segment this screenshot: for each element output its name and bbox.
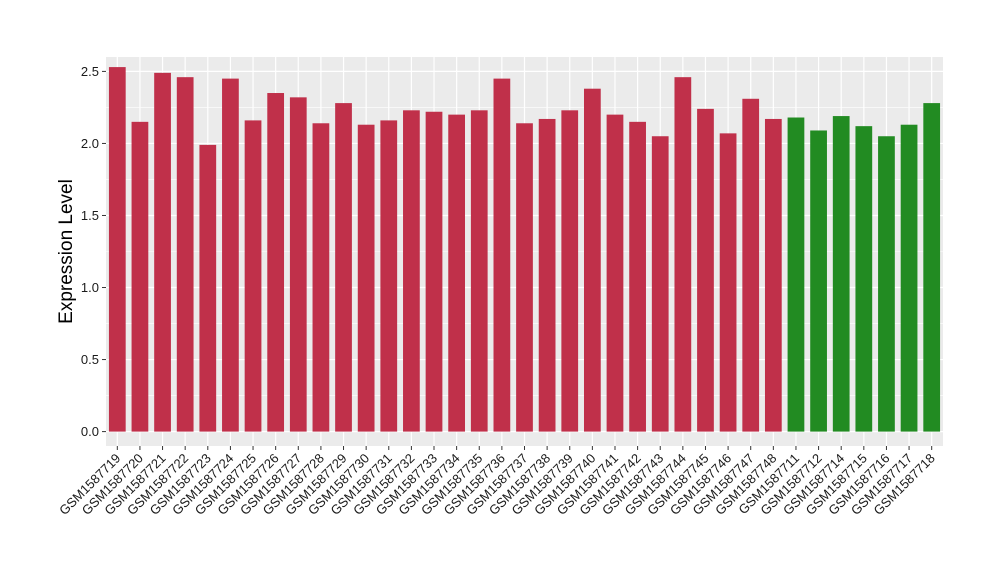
- bar-GSM1587744: [674, 77, 692, 432]
- y-axis-title: Expression Level: [56, 179, 77, 324]
- bar-GSM1587747: [742, 98, 760, 432]
- bar-GSM1587731: [380, 120, 398, 432]
- bar-GSM1587733: [425, 111, 443, 432]
- bar-GSM1587728: [312, 123, 330, 432]
- bar-GSM1587725: [244, 120, 262, 432]
- bar-GSM1587717: [900, 124, 918, 432]
- bar-GSM1587745: [697, 108, 714, 432]
- y-tick-label: 1.5: [81, 208, 99, 223]
- bar-GSM1587712: [810, 130, 827, 432]
- bars: [108, 67, 941, 432]
- bar-GSM1587726: [267, 93, 285, 432]
- y-axis: 0.0 0.5 1.0 1.5 2.0 2.5: [81, 64, 106, 439]
- bar-GSM1587732: [403, 110, 420, 432]
- y-tick-label: 0.0: [81, 424, 99, 439]
- y-tick-label: 2.0: [81, 136, 99, 151]
- bar-GSM1587738: [538, 118, 556, 432]
- bar-GSM1587721: [154, 72, 171, 432]
- bar-GSM1587743: [651, 136, 669, 432]
- bar-GSM1587746: [719, 133, 737, 432]
- bar-GSM1587720: [131, 121, 149, 432]
- bar-GSM1587723: [199, 144, 217, 432]
- bar-GSM1587736: [493, 78, 511, 432]
- bar-GSM1587730: [357, 124, 375, 432]
- bar-GSM1587729: [335, 103, 352, 432]
- bar-GSM1587742: [629, 121, 646, 432]
- bar-GSM1587722: [176, 77, 194, 432]
- y-tick-label: 1.0: [81, 280, 99, 295]
- y-tick-label: 2.5: [81, 64, 99, 79]
- bar-GSM1587741: [606, 114, 624, 432]
- bar-GSM1587715: [855, 126, 873, 432]
- bar-GSM1587735: [470, 110, 488, 432]
- bar-GSM1587718: [923, 103, 941, 432]
- bar-GSM1587734: [448, 114, 466, 432]
- bar-GSM1587724: [222, 78, 239, 432]
- bar-GSM1587737: [516, 123, 533, 432]
- bar-GSM1587727: [289, 97, 307, 432]
- bar-GSM1587716: [878, 136, 895, 432]
- bar-GSM1587711: [787, 117, 805, 432]
- y-tick-label: 0.5: [81, 352, 99, 367]
- x-axis: GSM1587719GSM1587720GSM1587721GSM1587722…: [56, 446, 938, 518]
- bar-GSM1587719: [108, 67, 126, 432]
- bar-GSM1587748: [764, 118, 782, 432]
- bar-GSM1587740: [583, 88, 601, 432]
- bar-GSM1587714: [832, 116, 850, 432]
- bar-GSM1587739: [561, 110, 579, 432]
